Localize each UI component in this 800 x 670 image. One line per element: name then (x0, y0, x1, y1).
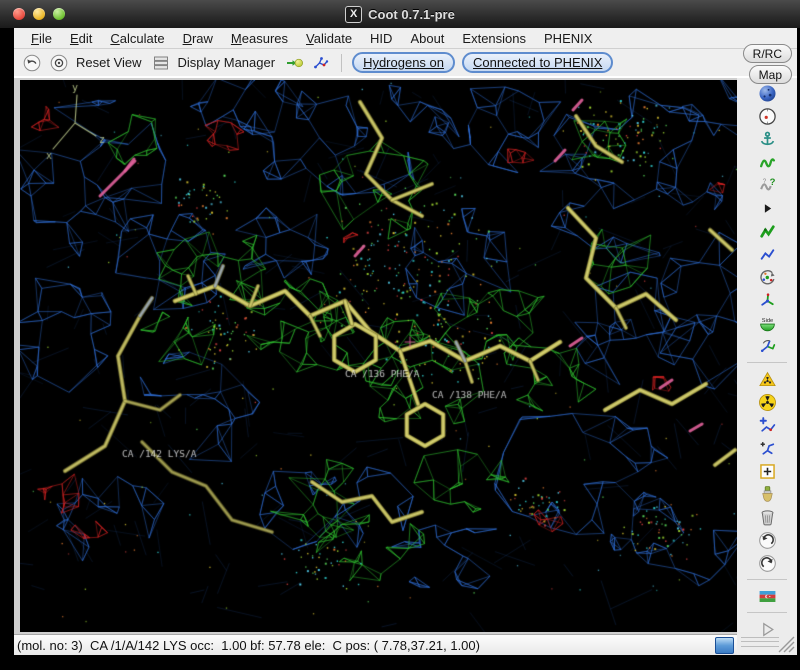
hydrogens-toggle-button[interactable]: Hydrogens on (352, 52, 456, 73)
rrc-button[interactable]: R/RC (742, 44, 792, 63)
molecule-atoms-icon[interactable] (311, 53, 331, 73)
status-blue-chip (715, 636, 734, 654)
close-button[interactable] (13, 8, 25, 20)
svg-text:?: ? (762, 177, 766, 184)
menu-edit[interactable]: Edit (69, 30, 93, 46)
viewport-frame (14, 77, 737, 634)
x11-icon: X (345, 5, 363, 23)
resize-grip[interactable] (775, 635, 795, 653)
edit-chi-angles-icon[interactable] (757, 290, 777, 310)
menu-bar: File Edit Calculate Draw Measures Valida… (14, 28, 797, 49)
side-toolbar-separator (747, 579, 787, 580)
menu-measures[interactable]: Measures (230, 30, 289, 46)
menu-draw[interactable]: Draw (182, 30, 213, 46)
rotamers-icon[interactable] (757, 267, 777, 287)
map-button[interactable]: Map (748, 65, 792, 84)
zoom-button[interactable] (53, 8, 65, 20)
anchor-restraints-icon[interactable] (757, 129, 777, 149)
svg-text:Side: Side (761, 318, 772, 324)
panel-bottom-lines (741, 637, 779, 647)
sphere-refine-icon[interactable] (757, 83, 777, 103)
regularize-zone-icon[interactable] (757, 221, 777, 241)
place-atom-at-pointer-icon[interactable] (757, 461, 777, 481)
menu-extensions[interactable]: Extensions (462, 30, 527, 46)
rigid-body-fit-icon[interactable] (757, 244, 777, 264)
recenter-target-icon[interactable] (49, 53, 69, 73)
display-manager-icon[interactable] (151, 53, 171, 73)
jed-flip-icon[interactable] (757, 336, 777, 356)
redo-icon[interactable] (757, 553, 777, 573)
window-title: Coot 0.7.1-pre (368, 6, 455, 22)
auto-fit-rotamer-icon[interactable]: ?? (757, 175, 777, 195)
menu-file[interactable]: File (31, 30, 52, 46)
flip-sidechain-icon[interactable]: Side (757, 313, 777, 333)
real-space-refine-zone-icon[interactable] (757, 152, 777, 172)
azerbaijan-flag-icon[interactable] (757, 586, 777, 606)
reset-view-label[interactable]: Reset View (76, 55, 142, 70)
right-top-pills: R/RC Map (732, 44, 792, 84)
menu-about[interactable]: About (410, 30, 445, 46)
minimize-button[interactable] (33, 8, 45, 20)
menu-phenix[interactable]: PHENIX (544, 30, 593, 46)
delete-item-icon[interactable] (757, 507, 777, 527)
undo-view-icon[interactable] (22, 53, 42, 73)
gl-canvas[interactable] (20, 80, 737, 632)
side-toolbar-separator (747, 612, 787, 613)
mutate-autofit-icon[interactable] (757, 392, 777, 412)
side-toolbar-separator (747, 362, 787, 363)
status-text: (mol. no: 3) CA /1/A/142 LYS occ: 1.00 b… (17, 637, 480, 653)
title-bar: X Coot 0.7.1-pre (0, 0, 800, 29)
menu-hid[interactable]: HID (370, 30, 393, 46)
svg-text:?: ? (769, 176, 775, 187)
side-toolbar: ?? Side (737, 77, 797, 655)
targeted-refine-icon[interactable] (757, 106, 777, 126)
toolbar-separator (341, 53, 343, 72)
expand-tools-icon[interactable] (757, 198, 777, 218)
simple-mutate-icon[interactable] (757, 369, 777, 389)
play-icon[interactable] (757, 619, 777, 639)
clear-atom-paint-icon[interactable] (757, 484, 777, 504)
phenix-connection-button[interactable]: Connected to PHENIX (462, 52, 614, 73)
menu-validate[interactable]: Validate (306, 30, 353, 46)
go-to-ligand-icon[interactable] (284, 53, 304, 73)
display-manager-label[interactable]: Display Manager (177, 55, 276, 70)
main-toolbar: Reset View Display Manager Hydrogens on … (14, 49, 797, 77)
add-terminal-residue-icon[interactable] (757, 415, 777, 435)
menu-calculate[interactable]: Calculate (110, 30, 165, 46)
status-bar: (mol. no: 3) CA /1/A/142 LYS occ: 1.00 b… (14, 634, 737, 655)
add-alt-conf-icon[interactable] (757, 438, 777, 458)
undo-icon[interactable] (757, 530, 777, 550)
